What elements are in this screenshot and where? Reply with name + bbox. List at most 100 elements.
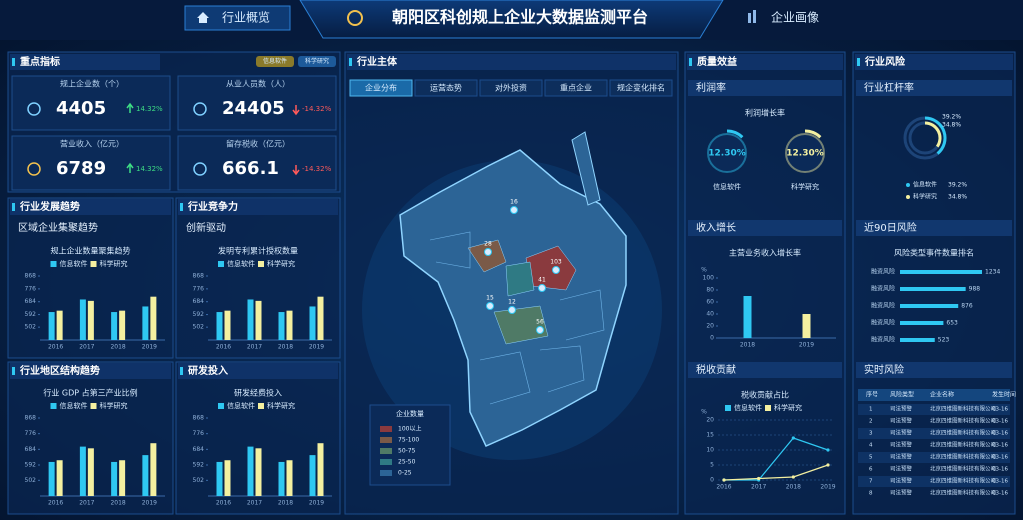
line-point xyxy=(722,478,726,482)
panel-title-bar xyxy=(347,54,676,70)
tag[interactable] xyxy=(298,56,336,67)
legend-swatch xyxy=(380,437,392,443)
nav-icon xyxy=(748,13,751,23)
table-cell: 2 xyxy=(869,419,873,425)
bar xyxy=(286,310,293,340)
panel-title: 行业地区结构趋势 xyxy=(19,364,100,377)
panel-title: 研发投入 xyxy=(188,364,228,377)
hbar xyxy=(900,321,944,325)
bar xyxy=(309,306,316,340)
map-marker[interactable] xyxy=(538,284,546,292)
kpi-change: -14.32% xyxy=(302,105,332,113)
section-title: 行业杠杆率 xyxy=(864,81,914,94)
bar xyxy=(278,461,285,496)
y-tick-label: 502 xyxy=(25,324,37,331)
y-tick-label: 15 xyxy=(706,432,714,439)
table-cell: 03-16 xyxy=(992,407,1008,413)
tab-label[interactable]: 运营态势 xyxy=(430,83,462,93)
panel-title-bar xyxy=(178,199,338,215)
x-tick-label: 2017 xyxy=(247,500,262,507)
map-marker[interactable] xyxy=(552,266,560,274)
legend-label: 科学研究 xyxy=(100,259,128,268)
legend-label: 信息软件 xyxy=(227,401,255,410)
map-marker-label: 41 xyxy=(538,277,546,284)
map-marker[interactable] xyxy=(484,248,492,256)
tag-label[interactable]: 信息软件 xyxy=(263,57,287,65)
kpi-label: 留存税收（亿元） xyxy=(226,139,290,149)
x-tick-label: 2019 xyxy=(309,500,324,507)
table-header: 发生时间 xyxy=(992,391,1016,399)
map-region xyxy=(505,261,535,297)
x-tick-label: 2018 xyxy=(110,500,125,507)
y-tick-label: 80 xyxy=(706,287,714,294)
ring-value: 12.30% xyxy=(786,149,824,159)
kpi-icon xyxy=(193,162,207,176)
panel-subtitle: 创新驱动 xyxy=(186,221,226,234)
legend-label: 50-75 xyxy=(398,448,416,455)
line-series xyxy=(723,464,829,481)
map-marker-label: 56 xyxy=(536,319,544,326)
x-tick-label: 2017 xyxy=(247,344,262,351)
nav-left[interactable]: 行业概览 xyxy=(222,10,270,25)
tab[interactable] xyxy=(414,79,478,97)
trend-arrow xyxy=(126,102,134,113)
chart-title: 研发经费投入 xyxy=(234,388,282,398)
tab-label[interactable]: 企业分布 xyxy=(365,83,397,93)
y-tick-label: 融资风险 xyxy=(871,302,895,310)
panel-title-mark xyxy=(12,203,15,211)
section-bar xyxy=(688,220,842,236)
ring-arc xyxy=(726,129,744,139)
map-marker[interactable] xyxy=(486,302,494,310)
bar xyxy=(255,448,262,496)
line-point xyxy=(791,475,795,479)
bar xyxy=(111,312,118,340)
kpi-value: 24405 xyxy=(222,98,285,119)
panel-title-mark xyxy=(857,58,860,66)
value-label: 876 xyxy=(961,303,973,310)
x-tick-label: 2017 xyxy=(79,344,94,351)
map-marker[interactable] xyxy=(510,206,518,214)
tab[interactable] xyxy=(479,79,543,97)
map-marker[interactable] xyxy=(536,326,544,334)
tab[interactable] xyxy=(349,79,413,97)
table-cell: 8 xyxy=(869,491,873,497)
legend-dot xyxy=(906,183,910,187)
y-tick-label: 776 xyxy=(25,430,37,437)
map-legend-title: 企业数量 xyxy=(396,409,424,418)
tab[interactable] xyxy=(544,79,608,97)
map-marker[interactable] xyxy=(508,306,516,314)
y-tick-label: 融资风险 xyxy=(871,319,895,327)
line-point xyxy=(757,476,761,481)
bar xyxy=(216,312,223,340)
tab-label[interactable]: 对外投资 xyxy=(495,83,527,93)
kpi-icon xyxy=(193,102,207,116)
tab-label[interactable]: 重点企业 xyxy=(560,83,592,93)
x-tick-label: 2018 xyxy=(278,500,293,507)
table-cell: 5 xyxy=(869,455,873,461)
legend-swatch xyxy=(258,403,264,409)
table-cell: 北京四维图新科技有限公司 xyxy=(930,477,996,485)
tab-label[interactable]: 规企变化排名 xyxy=(617,83,665,93)
panel-title: 质量效益 xyxy=(697,55,737,68)
tag-label[interactable]: 科学研究 xyxy=(305,57,329,65)
legend-swatch xyxy=(380,426,392,432)
tag[interactable] xyxy=(256,56,294,67)
y-tick-label: 0 xyxy=(710,477,714,484)
kpi-value: 4405 xyxy=(56,98,106,119)
table-cell: 4 xyxy=(869,443,873,449)
tab[interactable] xyxy=(609,79,673,97)
y-unit: % xyxy=(701,409,707,416)
bar xyxy=(119,310,126,340)
kpi-card xyxy=(11,75,171,131)
x-tick-label: 2019 xyxy=(142,344,157,351)
nav-right[interactable]: 企业画像 xyxy=(771,10,819,25)
panel xyxy=(684,51,846,515)
table-cell: 6 xyxy=(869,467,873,473)
legend-value: 34.8% xyxy=(948,194,967,201)
y-tick-label: 592 xyxy=(25,311,37,318)
x-tick-label: 2017 xyxy=(751,484,766,491)
legend-label: 科学研究 xyxy=(267,401,295,410)
legend-label: 科学研究 xyxy=(100,401,128,410)
panel-title: 行业发展趋势 xyxy=(19,200,80,213)
